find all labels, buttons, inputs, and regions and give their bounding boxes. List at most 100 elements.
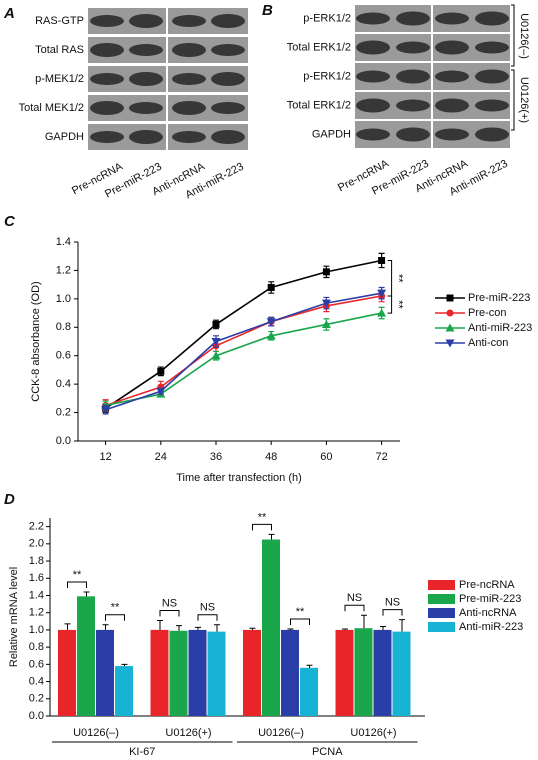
- error-bar: [380, 625, 386, 630]
- sig-bracket: [105, 614, 125, 621]
- bar: [188, 629, 207, 716]
- x-tick-label: 72: [375, 451, 387, 463]
- axes: [77, 242, 400, 442]
- bar: [373, 629, 392, 716]
- y-tick-label: 0.2: [56, 406, 71, 418]
- row-label: RAS-GTP: [35, 15, 84, 27]
- sig-bracket: [197, 614, 218, 621]
- group-label: U0126(–): [518, 13, 530, 59]
- blot-band: [211, 14, 245, 28]
- error-bar: [121, 663, 128, 667]
- error-bar: [214, 624, 220, 632]
- sig-bracket: [290, 618, 310, 626]
- legend-label: Anti-miR-223: [468, 322, 532, 334]
- error-bar: [64, 623, 71, 630]
- blot-band: [475, 127, 509, 142]
- y-tick-label: 2.2: [29, 521, 44, 533]
- blot-band: [90, 101, 124, 115]
- sig-bracket: [252, 523, 272, 531]
- blot-band: [396, 69, 430, 84]
- blot-band: [172, 73, 206, 85]
- y-tick-label: 0.8: [29, 641, 44, 653]
- y-tick-label: 1.0: [56, 293, 71, 305]
- marker: [446, 309, 454, 317]
- blot-band: [129, 72, 163, 86]
- y-tick-label: 0.0: [29, 710, 44, 722]
- y-axis-title: CCK-8 absorbance (OD): [30, 281, 42, 401]
- error-bar: [176, 625, 182, 631]
- legend-label: Anti-con: [468, 337, 508, 349]
- sig-label: NS: [347, 592, 362, 604]
- marker: [101, 406, 111, 415]
- blot-band: [172, 131, 206, 143]
- y-tick-label: 0.6: [56, 350, 71, 362]
- x-tick-label: U0126(–): [258, 727, 304, 739]
- sig-bracket: [344, 604, 365, 612]
- y-tick-label: 2.0: [29, 538, 44, 550]
- sig-label: NS: [200, 602, 215, 614]
- error-bar: [102, 624, 109, 630]
- bar: [354, 628, 373, 716]
- marker: [445, 323, 455, 332]
- y-tick-label: 1.0: [29, 624, 44, 636]
- y-tick-label: 0.8: [56, 321, 71, 333]
- bar: [77, 596, 95, 716]
- group-label: KI-67: [129, 746, 155, 758]
- legend-label: Pre-miR-223: [468, 292, 530, 304]
- y-tick-label: 1.4: [56, 236, 71, 248]
- row-label: p-ERK1/2: [303, 70, 351, 82]
- row-label: Total ERK1/2: [287, 41, 351, 53]
- legend-label: Pre-miR-223: [459, 593, 521, 605]
- row-label: GAPDH: [312, 128, 351, 140]
- marker: [156, 387, 166, 396]
- series-line: [105, 259, 382, 409]
- legend-label: Pre-ncRNA: [459, 579, 515, 591]
- y-axis-title: Relative mRNA level: [8, 567, 20, 667]
- x-tick-label: U0126(–): [73, 727, 119, 739]
- blot-band: [129, 14, 163, 28]
- error-bar: [342, 628, 348, 630]
- sig-label: **: [73, 569, 82, 581]
- x-tick-label: U0126(+): [165, 727, 211, 739]
- y-tick-label: 0.6: [29, 658, 44, 670]
- blot-band: [475, 69, 509, 84]
- y-tick-label: 1.6: [29, 572, 44, 584]
- legend-label: Pre-con: [468, 307, 507, 319]
- marker: [377, 308, 387, 317]
- blot-band: [129, 130, 163, 144]
- panel-label: D: [4, 491, 15, 508]
- marker: [378, 256, 386, 264]
- blot-band: [211, 130, 245, 144]
- marker: [157, 367, 165, 375]
- y-tick-label: 1.4: [29, 589, 44, 601]
- blot-band: [356, 70, 390, 83]
- row-label: Total ERK1/2: [287, 99, 351, 111]
- blot-band: [90, 15, 124, 27]
- bar: [392, 631, 411, 716]
- series-line: [105, 312, 382, 407]
- sig-bracket: [67, 581, 87, 589]
- y-tick-label: 1.2: [56, 264, 71, 276]
- y-tick-label: 1.2: [29, 607, 44, 619]
- blot-band: [396, 41, 430, 54]
- legend-swatch: [428, 622, 455, 632]
- bar: [150, 629, 169, 716]
- x-axis-title: Time after transfection (h): [176, 472, 302, 484]
- blot-band: [435, 70, 469, 83]
- error-bar: [361, 614, 367, 629]
- marker: [445, 339, 455, 348]
- group-label: U0126(+): [518, 77, 530, 123]
- sig-bracket: [382, 609, 403, 616]
- blot-band: [172, 101, 206, 115]
- blot-band: [211, 72, 245, 86]
- error-bar: [157, 619, 163, 630]
- x-tick-label: 12: [99, 451, 111, 463]
- marker: [321, 299, 331, 308]
- sig-label: **: [258, 511, 267, 523]
- blot-band: [90, 131, 124, 143]
- blot-band: [356, 40, 390, 55]
- legend-swatch: [428, 594, 455, 604]
- bar: [207, 631, 226, 716]
- error-bar: [268, 533, 275, 540]
- bar: [335, 629, 354, 716]
